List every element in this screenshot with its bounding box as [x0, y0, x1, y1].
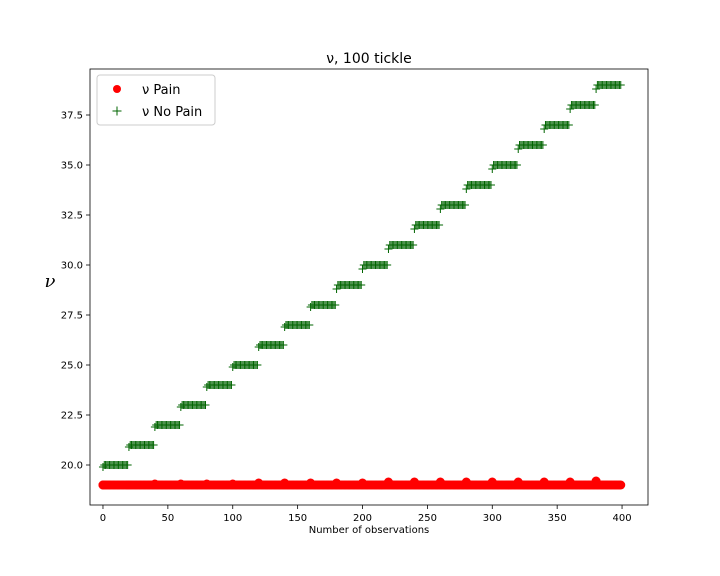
pain-point — [487, 477, 497, 487]
no-pain-point — [461, 201, 470, 209]
legend-marker-no-pain — [112, 106, 122, 116]
no-pain-point — [564, 121, 573, 129]
legend-marker-pain — [113, 85, 121, 93]
series-layer — [98, 81, 626, 490]
no-pain-point — [279, 341, 288, 349]
y-tick-label: 20.0 — [61, 461, 83, 472]
no-pain-point — [409, 241, 418, 249]
no-pain-point — [201, 401, 210, 409]
plot-area — [90, 69, 648, 505]
no-pain-point — [227, 381, 236, 389]
y-tick-label: 22.5 — [61, 411, 83, 422]
y-tick-label: 37.5 — [61, 111, 83, 122]
plot-frame — [89, 68, 649, 506]
x-tick-label: 200 — [353, 513, 372, 524]
no-pain-point — [331, 301, 340, 309]
pain-point — [176, 479, 186, 489]
no-pain-point — [435, 221, 444, 229]
y-tick-label: 25.0 — [61, 361, 83, 372]
x-tick-label: 250 — [418, 513, 437, 524]
series-pain — [98, 476, 626, 490]
legend-box — [96, 74, 216, 126]
x-tick-label: 400 — [612, 513, 631, 524]
pain-point — [150, 479, 160, 489]
pain-point — [332, 478, 342, 488]
pain-point — [280, 478, 290, 488]
pain-point — [358, 478, 368, 488]
no-pain-point — [175, 421, 184, 429]
chart-title: ν, 100 tickle — [326, 51, 412, 67]
no-pain-point — [253, 361, 262, 369]
pain-point — [98, 480, 108, 490]
x-tick-label: 50 — [161, 513, 174, 524]
y-tick-label: 30.0 — [61, 261, 83, 272]
series-no-pain — [98, 81, 625, 471]
pain-point — [254, 478, 264, 488]
no-pain-point — [486, 181, 495, 189]
pain-point — [513, 477, 523, 487]
no-pain-point — [305, 321, 314, 329]
legend-label-pain: ν Pain — [142, 83, 180, 98]
x-axis-label: Number of observations — [309, 525, 430, 536]
pain-point — [228, 479, 238, 489]
no-pain-point — [149, 441, 158, 449]
y-axis: 20.0 22.5 25.0 27.5 30.0 32.5 35.0 37.5 — [61, 111, 90, 472]
no-pain-point — [357, 281, 366, 289]
pain-point — [124, 480, 134, 490]
pain-point — [565, 477, 575, 487]
pain-point — [202, 479, 212, 489]
pain-point — [383, 477, 393, 487]
pain-point — [616, 480, 626, 490]
y-tick-label: 35.0 — [61, 161, 83, 172]
pain-point — [435, 477, 445, 487]
no-pain-point — [383, 261, 392, 269]
x-tick-label: 350 — [548, 513, 567, 524]
x-axis: 0 50 100 150 200 250 300 350 400 — [100, 505, 632, 524]
pain-point — [409, 477, 419, 487]
x-tick-label: 300 — [483, 513, 502, 524]
pain-point — [539, 477, 549, 487]
pain-point — [461, 477, 471, 487]
x-tick-label: 100 — [223, 513, 242, 524]
no-pain-point — [123, 461, 132, 469]
no-pain-point — [512, 161, 521, 169]
no-pain-point — [590, 101, 599, 109]
y-axis-label: ν — [45, 271, 56, 292]
y-tick-label: 27.5 — [61, 311, 83, 322]
x-tick-label: 0 — [100, 513, 106, 524]
x-tick-label: 150 — [288, 513, 307, 524]
pain-point — [591, 476, 601, 486]
legend-label-no-pain: ν No Pain — [142, 105, 202, 120]
legend: ν Pain ν No Pain — [96, 74, 216, 126]
no-pain-point — [538, 141, 547, 149]
y-tick-label: 32.5 — [61, 211, 83, 222]
no-pain-point — [616, 81, 625, 89]
pain-point — [306, 478, 316, 488]
